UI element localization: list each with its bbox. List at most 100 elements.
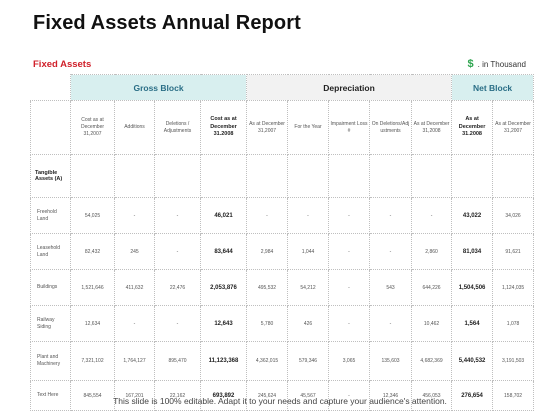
table-cell: 1,564 [451,305,494,342]
table-cell: - [246,197,289,234]
table-cell: 34,026 [492,197,535,234]
section-row: Tangible Assets (A) [30,154,535,198]
footer-note: This slide is 100% editable. Adapt it to… [113,396,447,406]
table-row: Plant and Machinery 7,321,102 1,764,127 895… [30,341,535,381]
column-header: As at December 31,2008 [411,100,453,155]
table-cell: 12,634 [70,305,115,342]
column-header: Impairment Loss # [328,100,371,155]
table-cell: 495,532 [246,269,289,306]
table-cell: 1,078 [492,305,535,342]
group-header-row: Gross Block Depreciation Net Block [30,74,535,101]
fixed-assets-table: Gross Block Depreciation Net Block Cost … [30,74,535,411]
table-cell: 245 [114,233,155,270]
corner-cell [30,74,71,101]
column-header: Additions [114,100,155,155]
table-cell: - [154,197,201,234]
table-row: Freehold Land 54,025- -46,021- - - - -43,022 34… [30,197,535,234]
column-header-label [30,100,71,155]
table-cell: 5,440,532 [451,341,494,381]
column-header: Cost as at December 31.2008 [199,100,248,155]
table-cell: - [369,305,413,342]
table-cell: 135,603 [369,341,413,381]
table-row: Railway Siding 12,634- -12,643 5,780 426- -10… [30,305,535,342]
table-cell: 46,021 [199,197,248,234]
table-row: Leasehold Land 82,432 245-83,644 2,984 1,044… [30,233,535,270]
row-label: Freehold Land [30,197,71,234]
table-cell: 43,022 [451,197,494,234]
table-cell: 91,621 [492,233,535,270]
table-cell: - [328,269,371,306]
table-cell: - [287,197,330,234]
table-row: Buildings 1,521,646 411,632 22,476 2,053,876… [30,269,535,306]
table-cell: 1,521,646 [70,269,115,306]
table-cell: 1,044 [287,233,330,270]
unit-label: . in Thousand [477,59,526,69]
row-label: Railway Siding [30,305,71,342]
table-cell: 5,780 [246,305,289,342]
row-label: Text Here [30,380,71,411]
table-cell: - [154,233,201,270]
row-label: Buildings [30,269,71,306]
column-header: On Deletions/Adj ustments [369,100,413,155]
table-cell: 245,624 [246,380,289,411]
column-header: Cost as at December 31,2007 [70,100,115,155]
table-cell: 456,053 [411,380,453,411]
table-cell: 22,162 [154,380,201,411]
table-cell: - [154,305,201,342]
table-cell: 11,123,368 [199,341,248,381]
table-cell: - [328,197,371,234]
table-cell: - [114,305,155,342]
table-cell: 1,504,506 [451,269,494,306]
table-cell: 1,124,035 [492,269,535,306]
table-cell: - [114,197,155,234]
column-header: As at December 31,2007 [246,100,289,155]
gross-block-header: Gross Block [69,74,248,101]
table-cell: 2,984 [246,233,289,270]
table-cell: 54,212 [287,269,330,306]
table-cell: 644,226 [411,269,453,306]
table-cell: 54,025 [70,197,115,234]
table-cell: 2,860 [411,233,453,270]
row-label: Plant and Machinery [30,341,71,381]
depreciation-header: Depreciation [246,74,453,101]
table-row: Text Here 845,554 167,201 22,162 693,892 245,… [30,380,535,411]
dollar-icon: $ [467,58,474,70]
table-cell: - [328,233,371,270]
column-header: Deletions / Adjustments [154,100,201,155]
column-header: For the Year [287,100,330,155]
table-cell: - [369,197,413,234]
table-cell: 22,476 [154,269,201,306]
table-cell: 12,643 [199,305,248,342]
table-cell: 83,644 [199,233,248,270]
table-cell: 45,567 [287,380,330,411]
net-block-header: Net Block [451,74,535,101]
column-header: As at December 31.2008 [451,100,494,155]
table-cell: 411,632 [114,269,155,306]
table-cell: 3,191,503 [492,341,535,381]
section-subtitle: Fixed Assets [33,59,92,70]
table-cell: 4,362,015 [246,341,289,381]
table-cell: 81,034 [451,233,494,270]
table-cell: - [328,305,371,342]
table-cell: 693,892 [199,380,248,411]
table-cell: 10,462 [411,305,453,342]
table-cell: 158,702 [492,380,535,411]
table-cell: - [369,233,413,270]
table-cell: 543 [369,269,413,306]
section-label: Tangible Assets (A) [30,154,71,198]
table-cell: 7,321,102 [70,341,115,381]
table-cell: 1,764,127 [114,341,155,381]
table-cell: 579,346 [287,341,330,381]
column-header: As at December 31,2007 [492,100,535,155]
row-label: Leasehold Land [30,233,71,270]
table-cell: 4,682,369 [411,341,453,381]
table-cell: - [411,197,453,234]
table-cell: 82,432 [70,233,115,270]
column-header-row: Cost as at December 31,2007 Additions De… [30,100,535,155]
table-cell: 167,201 [114,380,155,411]
table-cell: 426 [287,305,330,342]
table-cell: 895,470 [154,341,201,381]
table-cell: 2,053,876 [199,269,248,306]
table-cell: 276,654 [451,380,494,411]
unit-note: $ . in Thousand [468,58,526,70]
